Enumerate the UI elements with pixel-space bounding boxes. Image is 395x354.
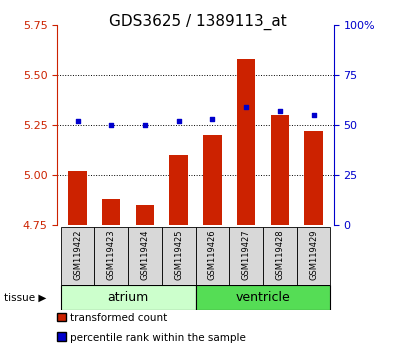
Point <box>276 108 283 114</box>
Point <box>175 118 182 124</box>
Bar <box>61 285 196 310</box>
Text: GSM119425: GSM119425 <box>174 229 183 280</box>
Point <box>108 122 115 127</box>
Text: GSM119427: GSM119427 <box>242 229 250 280</box>
Bar <box>229 227 263 285</box>
Bar <box>297 227 330 285</box>
Text: GSM119422: GSM119422 <box>73 229 82 280</box>
Text: ventricle: ventricle <box>235 291 290 304</box>
Bar <box>263 227 297 285</box>
Text: GSM119423: GSM119423 <box>107 229 116 280</box>
Bar <box>128 227 162 285</box>
Text: GSM119428: GSM119428 <box>275 229 284 280</box>
Bar <box>203 135 222 225</box>
Bar <box>135 205 154 225</box>
Point <box>209 116 216 122</box>
Bar <box>196 285 330 310</box>
Bar <box>196 227 229 285</box>
Text: GSM119424: GSM119424 <box>141 229 149 280</box>
Bar <box>102 199 120 225</box>
Bar <box>304 131 323 225</box>
Text: atrium: atrium <box>107 291 149 304</box>
Bar <box>68 171 87 225</box>
Point <box>243 104 249 110</box>
Bar <box>61 227 94 285</box>
Bar <box>94 227 128 285</box>
Bar <box>169 155 188 225</box>
Bar <box>162 227 196 285</box>
Point <box>74 118 81 124</box>
Point <box>142 122 148 127</box>
Text: GSM119426: GSM119426 <box>208 229 217 280</box>
Text: GSM119429: GSM119429 <box>309 229 318 280</box>
Bar <box>271 115 289 225</box>
Point <box>310 112 317 118</box>
Text: GDS3625 / 1389113_at: GDS3625 / 1389113_at <box>109 14 286 30</box>
Text: tissue ▶: tissue ▶ <box>4 292 46 302</box>
Bar <box>237 59 256 225</box>
Text: percentile rank within the sample: percentile rank within the sample <box>70 333 246 343</box>
Text: transformed count: transformed count <box>70 313 167 323</box>
